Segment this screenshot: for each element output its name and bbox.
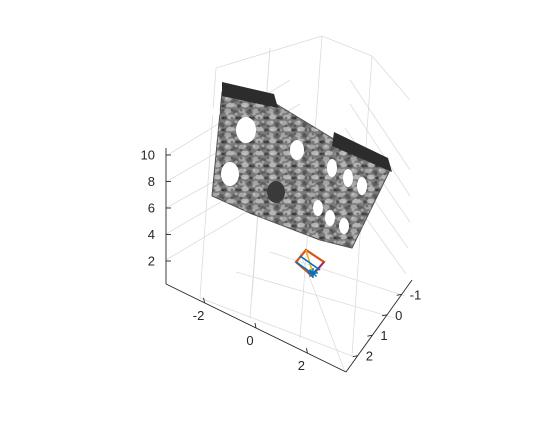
camera-pose — [294, 248, 326, 278]
wall-window — [221, 162, 239, 186]
camera-frustum-edge — [295, 261, 314, 275]
wall-texture — [212, 92, 390, 248]
y-tick-mark — [352, 355, 358, 358]
x-tick-label: -2 — [193, 308, 205, 323]
y-tick-label: 2 — [366, 349, 373, 364]
x-tick-label: 2 — [298, 358, 305, 373]
z-tick-label: 10 — [141, 148, 155, 163]
camera-center-marker — [308, 268, 318, 278]
wall-niche — [267, 181, 285, 203]
z-tick-label: 6 — [148, 201, 155, 216]
wall-cornice-right — [332, 132, 392, 172]
z-tick-label: 2 — [148, 254, 155, 269]
grid-line — [349, 103, 411, 197]
grid-line — [269, 251, 406, 297]
z-tick-label: 4 — [148, 227, 155, 242]
y-axis-line — [345, 279, 413, 373]
y-tick-mark — [367, 334, 373, 337]
y-tick-label: 1 — [380, 328, 387, 343]
grid-line — [349, 79, 411, 171]
camera-frustum-edge — [299, 255, 321, 271]
x-tick-mark — [305, 348, 308, 354]
grid-line — [199, 297, 353, 357]
wall-gap — [212, 106, 220, 118]
grid-line — [235, 271, 396, 319]
wall-window — [343, 169, 353, 187]
grid-line — [199, 67, 217, 299]
y-tick-label: -1 — [410, 287, 422, 302]
wall-window — [327, 159, 337, 177]
grid-line — [215, 35, 323, 69]
z-tick-label: 8 — [148, 174, 155, 189]
x-tick-mark — [254, 322, 257, 329]
y-tick-mark — [396, 293, 402, 296]
wall-window — [325, 210, 335, 226]
wall-window — [236, 117, 256, 143]
grid-line — [371, 55, 411, 101]
x-tick-label: 0 — [246, 333, 253, 348]
wall-window — [357, 177, 367, 195]
wall-window — [290, 140, 304, 160]
y-tick-mark — [381, 314, 388, 317]
wall-cornice-left — [222, 82, 278, 108]
point-cloud-wall — [211, 82, 392, 249]
x-tick-mark — [203, 297, 206, 303]
grid-line — [321, 35, 373, 57]
wall-window — [313, 200, 323, 216]
y-tick-label: 0 — [395, 308, 402, 323]
wall-window — [339, 218, 349, 234]
